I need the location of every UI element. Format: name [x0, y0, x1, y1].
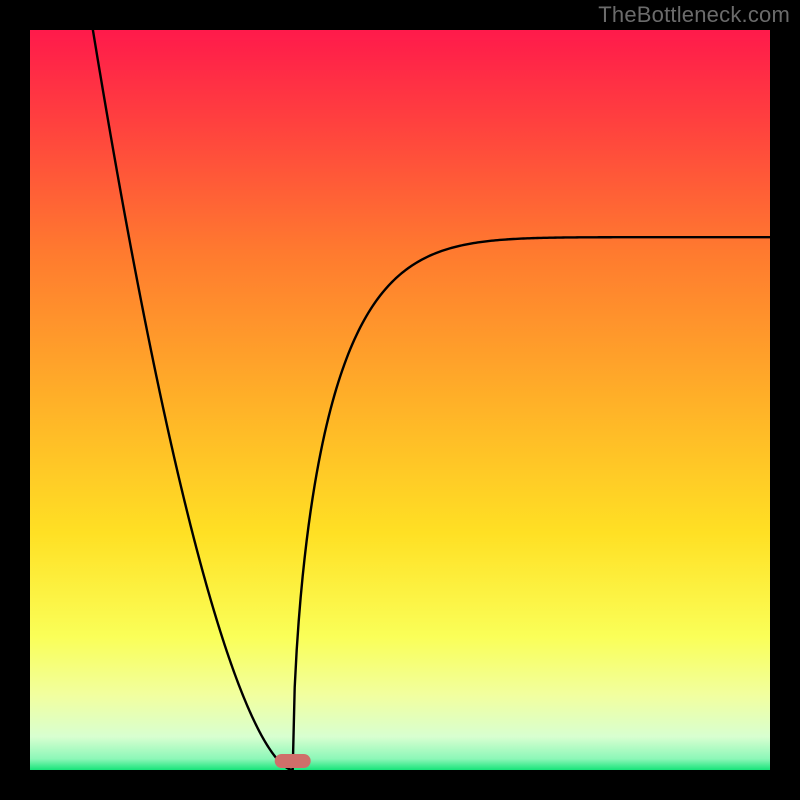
bottleneck-chart — [0, 0, 800, 800]
chart-gradient-panel — [30, 30, 770, 770]
optimum-marker — [275, 754, 311, 768]
watermark-text: TheBottleneck.com — [598, 2, 790, 28]
